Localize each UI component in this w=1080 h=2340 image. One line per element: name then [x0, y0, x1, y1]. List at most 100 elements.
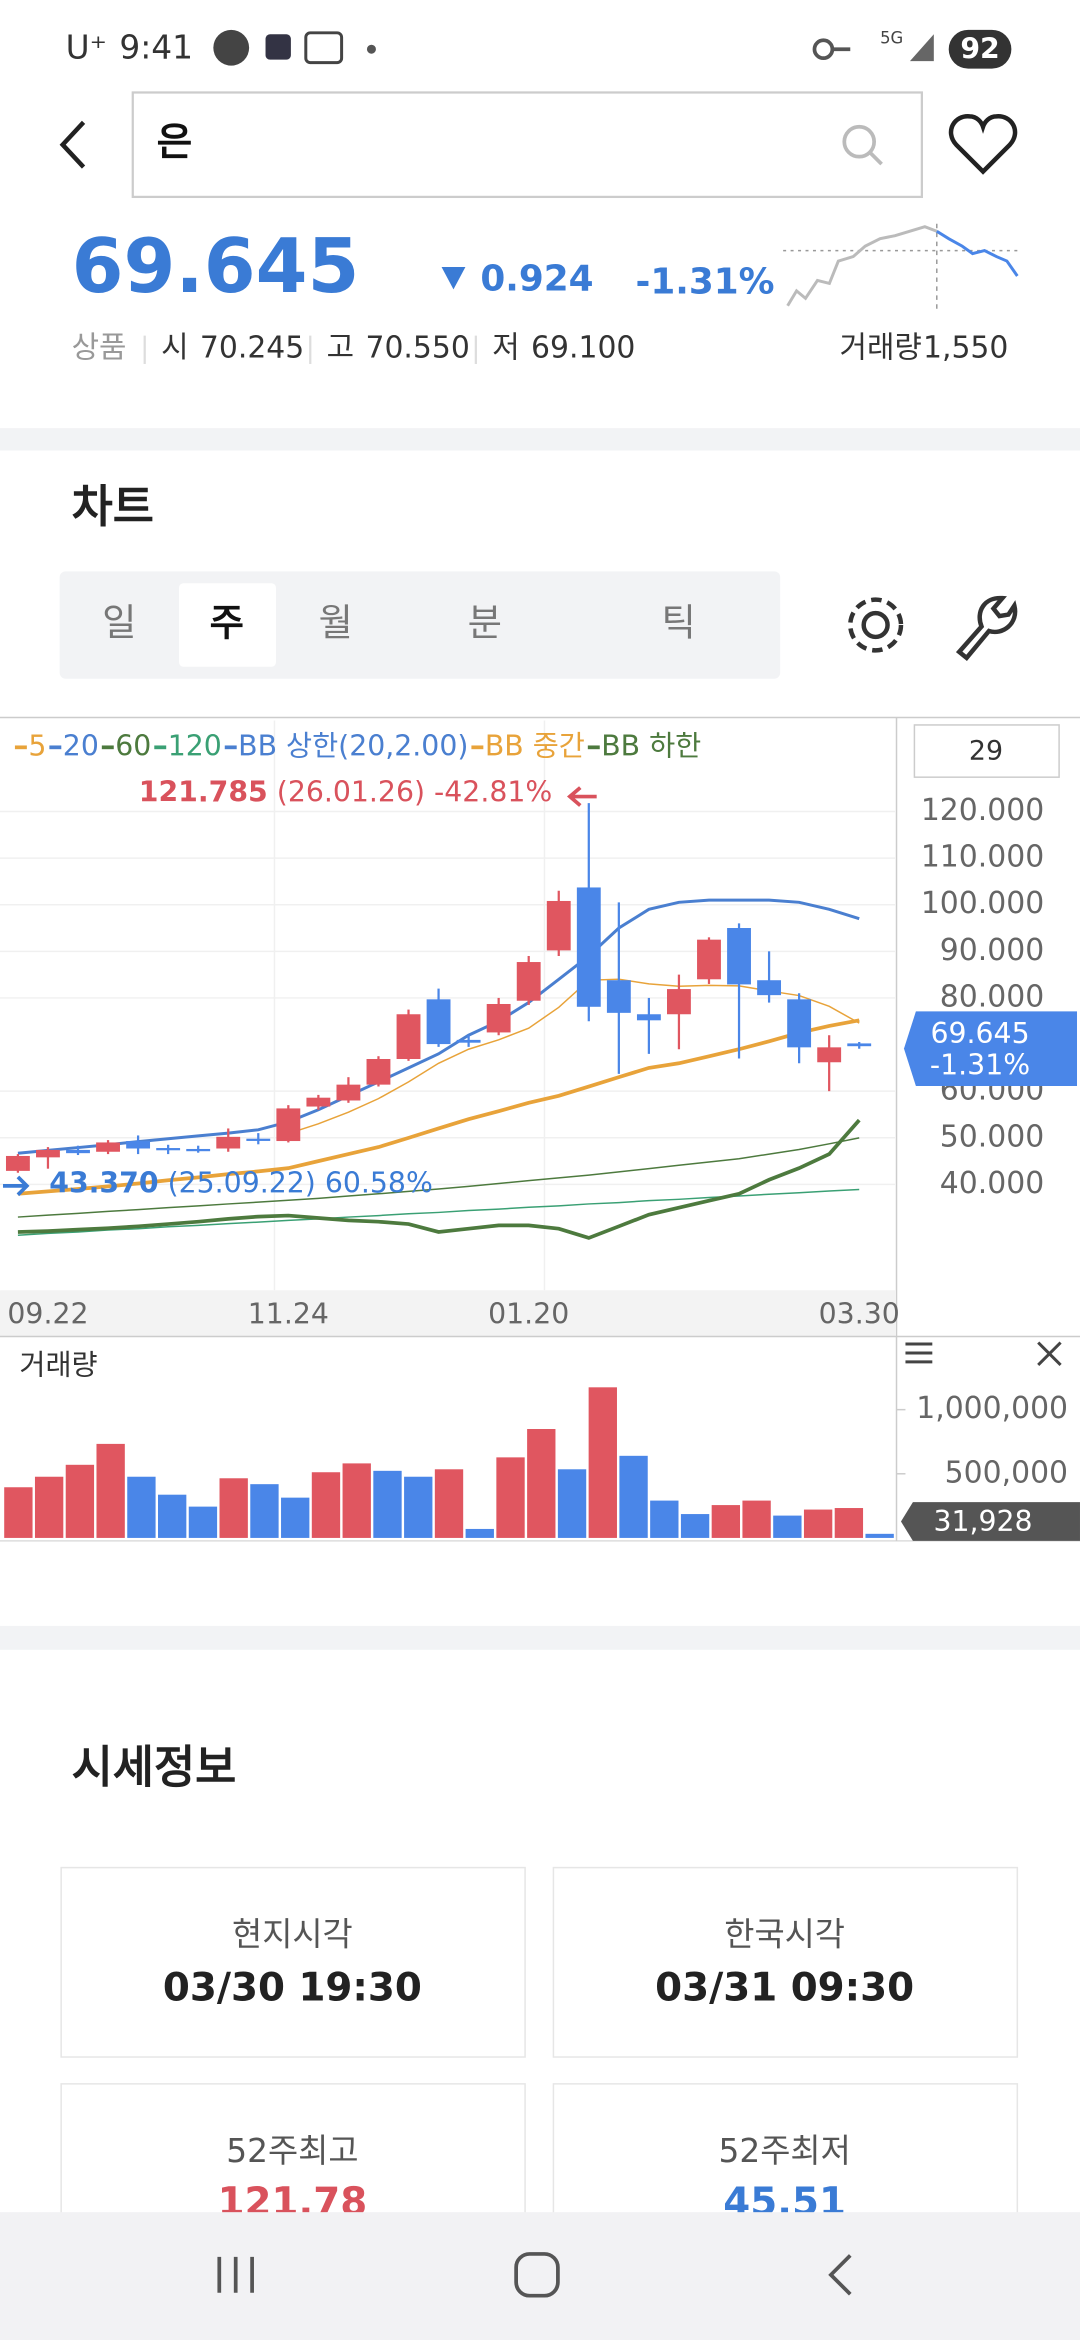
low-annotation: 43.370 (25.09.22) 60.58% — [49, 1166, 433, 1199]
y-tick-label: 50.000 — [940, 1119, 1044, 1154]
candle-body — [546, 900, 571, 951]
candle-body — [186, 1148, 211, 1152]
candle-body — [787, 999, 812, 1048]
tools-button[interactable] — [955, 595, 1018, 661]
carrier: U⁺ — [66, 29, 107, 67]
info-card — [552, 1866, 1019, 2058]
candle-body — [426, 999, 451, 1045]
tab[interactable]: 분 — [468, 601, 502, 645]
volume-bar — [773, 1515, 802, 1538]
price-tag — [903, 1011, 1078, 1086]
battery: 92 — [960, 33, 999, 66]
search-icon[interactable] — [842, 124, 883, 166]
low-label: 저 — [492, 331, 519, 366]
y-tick-label: 40.000 — [940, 1166, 1044, 1201]
status-icons: 5G — [213, 28, 1012, 69]
favorite-button[interactable] — [948, 114, 1018, 175]
volume-bar — [373, 1470, 402, 1538]
legend-label: BB 상한(20,2.00) — [238, 729, 468, 762]
divider — [0, 1625, 1080, 1650]
search-box[interactable] — [131, 91, 923, 199]
candle-body — [817, 1047, 842, 1063]
legend-label: 120 — [168, 729, 222, 762]
tab[interactable]: 일 — [102, 601, 136, 645]
candle-body — [727, 928, 751, 985]
card-label: 현지시각 — [232, 1916, 353, 1954]
annotation-value: 121.785 — [139, 776, 268, 809]
menu-button[interactable] — [905, 1342, 933, 1364]
candle-body — [156, 1148, 181, 1151]
volume-bar — [588, 1387, 617, 1538]
legend-label: 20 — [63, 729, 99, 762]
candle-body — [5, 1155, 30, 1171]
candle-body — [216, 1136, 241, 1149]
card-value: 03/30 19:30 — [163, 1965, 422, 2010]
volume-bar — [250, 1484, 279, 1538]
volume-bar — [803, 1509, 833, 1538]
period-box[interactable] — [913, 724, 1060, 778]
x-tick-label: 09.22 — [7, 1298, 88, 1331]
annotation-arrow — [566, 786, 597, 807]
volume-bar — [619, 1455, 648, 1538]
clock: 9:41 — [119, 29, 193, 67]
recent-apps-button[interactable] — [217, 2256, 254, 2293]
volume-bar — [96, 1443, 125, 1538]
volume-bar — [219, 1478, 248, 1538]
tab[interactable]: 월 — [318, 601, 352, 645]
back-button[interactable] — [59, 120, 86, 169]
candle-body — [667, 989, 691, 1015]
annotation-arrow — [2, 1175, 30, 1197]
candle-body — [96, 1142, 120, 1152]
volume-bar — [4, 1487, 33, 1538]
x-tick-label: 01.20 — [488, 1298, 569, 1331]
volume-bar — [496, 1457, 525, 1538]
sparkline — [783, 223, 1022, 311]
annotation-value: 43.370 — [49, 1166, 158, 1199]
volume-bar — [127, 1476, 156, 1538]
y-tick-label: 500,000 — [945, 1455, 1068, 1490]
settings-button[interactable] — [848, 597, 904, 653]
annotation-change: -42.81% — [434, 776, 552, 809]
candle-body — [336, 1084, 361, 1101]
candle-body — [606, 980, 631, 1013]
price-tag-value: 69.645 — [930, 1017, 1029, 1050]
volume-bar — [158, 1494, 187, 1538]
home-button[interactable] — [514, 2252, 560, 2298]
low: 69.100 — [531, 331, 635, 366]
vertical-grid — [273, 720, 546, 1291]
candle-body — [847, 1043, 872, 1047]
legend-label: BB 중간 — [485, 729, 585, 762]
tab-selected — [179, 583, 276, 667]
info-card — [60, 1866, 526, 2058]
volume-bar — [711, 1505, 741, 1538]
volume-bar — [281, 1497, 310, 1538]
search-query: 은 — [157, 120, 193, 165]
volume-bar — [311, 1472, 341, 1538]
candle-body — [486, 1003, 511, 1033]
line-series — [17, 1018, 860, 1196]
change-pct: -1.31% — [635, 261, 774, 302]
candle-body — [366, 1059, 391, 1085]
volume-bar — [865, 1533, 894, 1538]
candle-body — [516, 962, 541, 1001]
candle-body — [576, 887, 601, 1007]
volume-bar — [742, 1500, 771, 1538]
section-title: 시세정보 — [72, 1741, 237, 1794]
card-label: 52주최저 — [719, 2132, 851, 2170]
line-series — [17, 898, 860, 1155]
open: 70.245 — [200, 331, 304, 366]
close-button[interactable] — [1037, 1341, 1062, 1366]
legend-label: 5 — [28, 729, 46, 762]
card-label: 52주최고 — [226, 2132, 358, 2170]
system-back-button[interactable] — [828, 2254, 852, 2296]
nav-bar — [0, 2212, 1080, 2340]
tab[interactable]: 틱 — [662, 601, 696, 645]
y-tick-label: 100.000 — [921, 886, 1044, 921]
tab[interactable]: 주 — [210, 601, 244, 645]
y-tick-label: 90.000 — [940, 933, 1044, 968]
y-tick-label: 120.000 — [921, 793, 1044, 828]
candle-body — [246, 1138, 271, 1141]
x-tick-label: 11.24 — [248, 1298, 329, 1331]
